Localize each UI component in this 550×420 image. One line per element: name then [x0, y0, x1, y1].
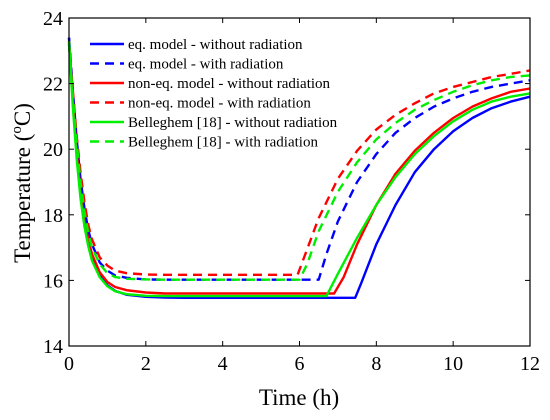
series-line-6: [67, 44, 531, 281]
x-axis-label: Time (h): [259, 385, 339, 410]
x-tick-label-6: 12: [520, 353, 540, 375]
series-line-5: [67, 40, 531, 298]
series-line-3: [67, 40, 531, 295]
x-tick-label-1: 2: [141, 353, 151, 375]
y-axis-label-main: Temperature (: [10, 134, 35, 263]
legend-label-6: Belleghem [18] - with radiation: [128, 135, 318, 151]
legend-label-3: non-eq. model - without radiation: [128, 76, 331, 92]
legend: eq. model - without radiation eq. model -…: [90, 37, 338, 151]
y-tick-label-5: 24: [43, 8, 63, 30]
series-line-4: [67, 44, 531, 276]
y-tick-label-3: 20: [43, 139, 63, 161]
legend-label-2: eq. model - with radiation: [128, 57, 284, 73]
y-tick-label-2: 18: [43, 205, 63, 227]
series-line-2: [67, 37, 531, 281]
x-tick-label-0: 0: [64, 353, 74, 375]
y-tick-label-0: 14: [43, 336, 63, 358]
y-tick-label-4: 22: [43, 74, 63, 96]
legend-label-1: eq. model - without radiation: [128, 37, 303, 53]
x-tick-label-5: 10: [443, 353, 463, 375]
y-axis-label-unit: C): [10, 103, 35, 126]
x-tick-label-2: 4: [218, 353, 228, 375]
series-layer: [67, 37, 531, 299]
y-axis-label: Temperature (oC): [9, 103, 35, 263]
legend-label-5: Belleghem [18] - without radiation: [128, 115, 338, 131]
x-tick-label-4: 8: [371, 353, 381, 375]
legend-label-4: non-eq. model - with radiation: [128, 96, 311, 112]
y-axis-label-sup: o: [9, 126, 25, 134]
x-tick-label-3: 6: [295, 353, 305, 375]
y-tick-label-1: 16: [43, 270, 63, 292]
